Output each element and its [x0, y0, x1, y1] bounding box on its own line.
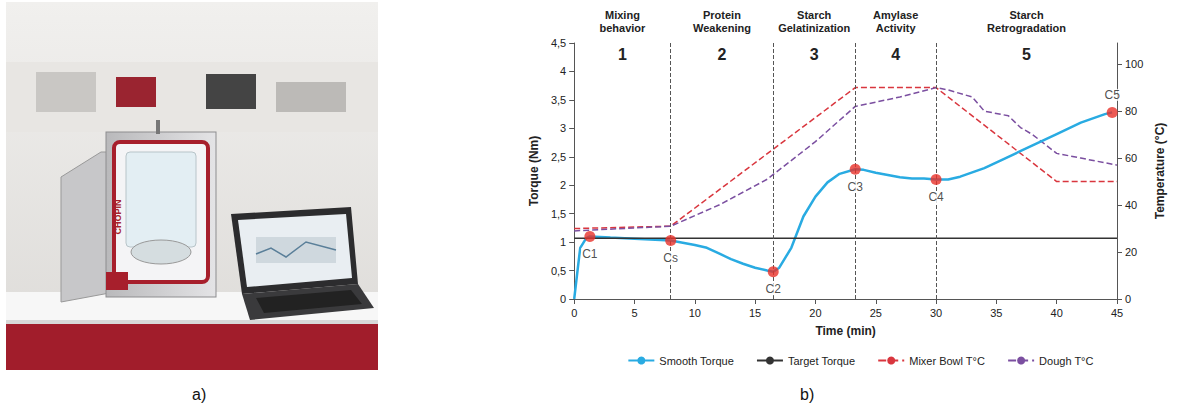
svg-text:20: 20 — [809, 307, 821, 319]
svg-text:45: 45 — [1111, 307, 1123, 319]
svg-text:0: 0 — [560, 293, 566, 305]
svg-text:0: 0 — [571, 307, 577, 319]
svg-text:0: 0 — [1125, 293, 1131, 305]
svg-text:Torque (Nm): Torque (Nm) — [527, 136, 541, 206]
svg-text:Target Torque: Target Torque — [788, 355, 855, 367]
svg-text:3: 3 — [560, 122, 566, 134]
svg-text:35: 35 — [990, 307, 1002, 319]
svg-text:Protein: Protein — [703, 9, 741, 21]
svg-text:C5: C5 — [1105, 88, 1121, 102]
svg-text:80: 80 — [1125, 105, 1137, 117]
svg-text:60: 60 — [1125, 152, 1137, 164]
svg-text:4: 4 — [560, 65, 566, 77]
svg-text:3,5: 3,5 — [551, 94, 566, 106]
svg-text:40: 40 — [1051, 307, 1063, 319]
svg-text:Activity: Activity — [876, 22, 917, 34]
svg-text:20: 20 — [1125, 246, 1137, 258]
svg-text:Time (min): Time (min) — [815, 324, 875, 338]
svg-text:Cs: Cs — [663, 251, 678, 265]
svg-text:1: 1 — [560, 236, 566, 248]
svg-text:4: 4 — [891, 46, 900, 63]
svg-text:5: 5 — [631, 307, 637, 319]
svg-text:0,5: 0,5 — [551, 265, 566, 277]
svg-text:C3: C3 — [848, 180, 864, 194]
svg-text:Starch: Starch — [797, 9, 832, 21]
svg-text:Gelatinization: Gelatinization — [778, 22, 850, 34]
html-text:a): a) — [192, 386, 207, 403]
svg-text:Retrogradation: Retrogradation — [987, 22, 1066, 34]
svg-text:2: 2 — [560, 179, 566, 191]
svg-text:40: 40 — [1125, 199, 1137, 211]
svg-text:Mixing: Mixing — [605, 9, 640, 21]
svg-text:Amylase: Amylase — [873, 9, 918, 21]
svg-text:15: 15 — [749, 307, 761, 319]
svg-text:10: 10 — [689, 307, 701, 319]
svg-text:C1: C1 — [582, 247, 598, 261]
svg-text:2: 2 — [718, 46, 727, 63]
html-text:b): b) — [800, 386, 815, 403]
svg-text:2,5: 2,5 — [551, 151, 566, 163]
svg-text:C2: C2 — [766, 282, 782, 296]
svg-text:25: 25 — [870, 307, 882, 319]
svg-text:5: 5 — [1022, 46, 1031, 63]
svg-text:Smooth Torque: Smooth Torque — [659, 355, 733, 367]
svg-text:30: 30 — [930, 307, 942, 319]
svg-text:CHOPIN: CHOPIN — [113, 199, 123, 234]
svg-text:4,5: 4,5 — [551, 37, 566, 49]
svg-text:behavior: behavior — [600, 22, 647, 34]
svg-text:Temperature (°C): Temperature (°C) — [1153, 123, 1167, 220]
svg-text:1: 1 — [618, 46, 627, 63]
svg-text:Dough T°C: Dough T°C — [1039, 355, 1093, 367]
svg-text:Weakening: Weakening — [693, 22, 751, 34]
svg-text:1,5: 1,5 — [551, 208, 566, 220]
svg-text:Mixer Bowl T°C: Mixer Bowl T°C — [909, 355, 985, 367]
svg-text:3: 3 — [810, 46, 819, 63]
svg-text:C4: C4 — [928, 190, 944, 204]
svg-text:100: 100 — [1125, 58, 1143, 70]
svg-text:Starch: Starch — [1009, 9, 1044, 21]
